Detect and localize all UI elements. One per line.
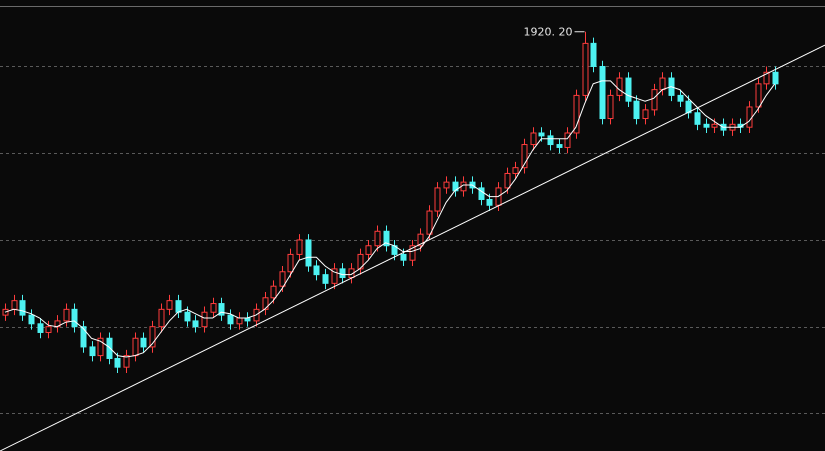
candle-body	[651, 89, 658, 111]
candle-body	[530, 132, 537, 146]
peak-label: 1920. 20	[524, 26, 573, 39]
candle-body	[227, 314, 234, 325]
candle-body	[659, 77, 666, 91]
candle-body	[400, 253, 407, 261]
candle-body	[89, 346, 96, 357]
candle-body	[512, 167, 519, 174]
candle-body	[114, 357, 121, 368]
candle-body	[175, 300, 182, 313]
candle-body	[409, 245, 416, 261]
candle-body	[625, 77, 632, 102]
candle-body	[426, 210, 433, 235]
candle-body	[633, 100, 640, 120]
candle-body	[313, 265, 320, 276]
candle-body	[538, 132, 545, 137]
candle-body	[547, 135, 554, 146]
candle-body	[339, 268, 346, 279]
candle-body	[140, 337, 147, 348]
candle-body	[123, 355, 130, 368]
candle-body	[772, 71, 779, 85]
candle-body	[37, 323, 44, 333]
candle-body	[63, 308, 70, 322]
candle-body	[374, 230, 381, 247]
candle-body	[573, 94, 580, 134]
candle-body	[210, 303, 217, 313]
candle-body	[322, 274, 329, 284]
candle-body	[521, 144, 528, 169]
candle-body	[97, 337, 104, 357]
candle-body	[279, 271, 286, 287]
candle-body	[106, 337, 113, 359]
candle-body	[132, 337, 139, 357]
candle-body	[149, 326, 156, 348]
candle-body	[71, 308, 78, 328]
candle-body	[28, 314, 35, 325]
candle-body	[746, 106, 753, 128]
trend-line	[0, 44, 825, 451]
candle-body	[642, 109, 649, 120]
candle-body	[365, 245, 372, 255]
candle-body	[443, 181, 450, 189]
candle-body	[218, 303, 225, 316]
candle-body	[755, 83, 762, 108]
candle-body	[80, 326, 87, 348]
candle-body	[417, 233, 424, 247]
candle-body	[486, 198, 493, 206]
candle-body	[478, 187, 485, 200]
candle-body	[184, 311, 191, 322]
candle-body	[331, 268, 338, 284]
candle-body	[694, 112, 701, 125]
candle-body	[19, 300, 26, 316]
candle-body	[11, 300, 18, 310]
candle-body	[236, 317, 243, 325]
candle-body	[270, 285, 277, 299]
moving-average-line	[4, 80, 776, 358]
candle-body	[383, 230, 390, 247]
candle-body	[45, 326, 52, 333]
candle-body	[599, 65, 606, 120]
candle-body	[262, 297, 269, 310]
candle-body	[296, 239, 303, 255]
candle-body	[504, 172, 511, 189]
candle-body	[607, 94, 614, 120]
candle-body	[166, 300, 173, 310]
candle-body	[287, 253, 294, 273]
candle-body	[590, 42, 597, 67]
candle-body	[564, 132, 571, 148]
candle-body	[582, 42, 589, 96]
candle-body	[201, 311, 208, 328]
candle-body	[677, 94, 684, 102]
candle-body	[616, 77, 623, 96]
candle-body	[434, 187, 441, 212]
candle-body	[703, 123, 710, 128]
candle-body	[711, 123, 718, 128]
candle-body	[556, 144, 563, 148]
candle-body	[305, 239, 312, 267]
candle-body	[763, 71, 770, 85]
candle-body	[357, 253, 364, 270]
candle-body	[192, 320, 199, 328]
candle-body	[158, 308, 165, 328]
